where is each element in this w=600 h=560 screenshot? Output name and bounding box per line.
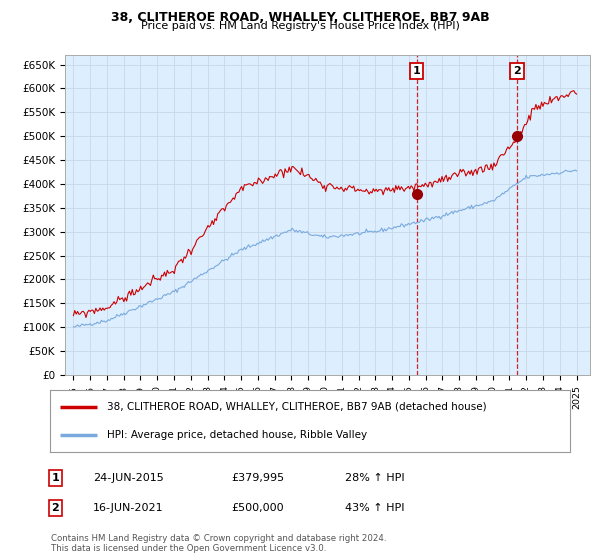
- Text: 16-JUN-2021: 16-JUN-2021: [93, 503, 164, 513]
- Text: 28% ↑ HPI: 28% ↑ HPI: [345, 473, 404, 483]
- Text: 38, CLITHEROE ROAD, WHALLEY, CLITHEROE, BB7 9AB (detached house): 38, CLITHEROE ROAD, WHALLEY, CLITHEROE, …: [107, 402, 487, 412]
- Text: 1: 1: [52, 473, 59, 483]
- Text: £379,995: £379,995: [231, 473, 284, 483]
- Text: HPI: Average price, detached house, Ribble Valley: HPI: Average price, detached house, Ribb…: [107, 430, 367, 440]
- Text: Price paid vs. HM Land Registry's House Price Index (HPI): Price paid vs. HM Land Registry's House …: [140, 21, 460, 31]
- Text: 2: 2: [513, 66, 521, 76]
- Text: £500,000: £500,000: [231, 503, 284, 513]
- Text: 38, CLITHEROE ROAD, WHALLEY, CLITHEROE, BB7 9AB: 38, CLITHEROE ROAD, WHALLEY, CLITHEROE, …: [110, 11, 490, 24]
- Text: 1: 1: [413, 66, 421, 76]
- Text: Contains HM Land Registry data © Crown copyright and database right 2024.
This d: Contains HM Land Registry data © Crown c…: [51, 534, 386, 553]
- Text: 43% ↑ HPI: 43% ↑ HPI: [345, 503, 404, 513]
- Text: 2: 2: [52, 503, 59, 513]
- Text: 24-JUN-2015: 24-JUN-2015: [93, 473, 164, 483]
